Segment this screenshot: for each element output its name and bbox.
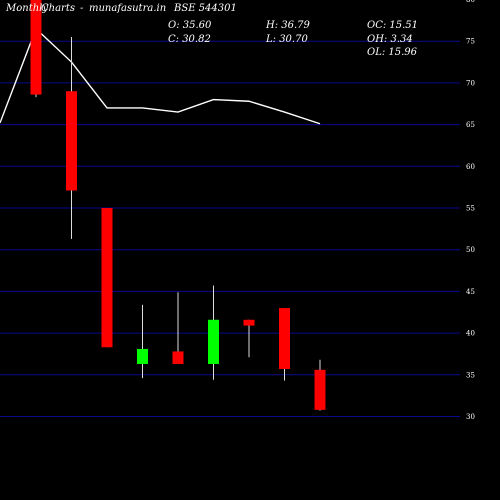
- y-tick-label-50: 50: [466, 246, 475, 254]
- low-value: L: 30.70: [266, 34, 308, 45]
- candle-2: [66, 37, 77, 239]
- oh-value: OH: 3.34: [367, 34, 413, 45]
- candle-4: [137, 304, 148, 379]
- grid-layer: [0, 40, 460, 417]
- candle-5: [172, 292, 184, 364]
- y-tick-label-60: 60: [466, 163, 475, 171]
- y-tick-label-65: 65: [466, 121, 475, 129]
- symbol-label: BSE 544301: [174, 3, 237, 14]
- oc-value: OC: 15.51: [367, 20, 419, 31]
- y-tick-label-35: 35: [466, 371, 475, 379]
- candle-layer: [30, 0, 326, 411]
- candle-body-9: [314, 369, 326, 410]
- candle-body-8: [279, 308, 290, 369]
- candle-8: [279, 308, 290, 381]
- chart-period-label: Monthly: [6, 3, 49, 14]
- average-line: [0, 27, 321, 125]
- y-tick-label-30: 30: [466, 413, 475, 421]
- y-tick-label-75: 75: [466, 38, 475, 46]
- candle-body-5: [172, 351, 184, 364]
- y-tick-label-45: 45: [466, 288, 475, 296]
- header-separator: -: [80, 3, 84, 14]
- ol-value: OL: 15.96: [367, 47, 418, 58]
- candle-body-4: [137, 348, 148, 364]
- y-tick-label-80: 80: [466, 0, 475, 4]
- tick-layer: 30 35 40 45 50 55 60 65 70 75 80: [466, 0, 475, 421]
- y-tick-label-40: 40: [466, 330, 475, 338]
- candle-body-1: [30, 0, 42, 95]
- candle-body-7: [243, 319, 255, 326]
- candle-body-6: [208, 319, 219, 364]
- y-tick-label-55: 55: [466, 205, 475, 213]
- candle-3: [101, 208, 113, 348]
- candle-7: [243, 319, 255, 358]
- candle-body-2: [66, 91, 77, 191]
- y-tick-label-70: 70: [466, 79, 475, 87]
- candle-9: [314, 359, 326, 411]
- chart-type-label: Charts: [41, 3, 75, 14]
- candle-6: [208, 285, 219, 380]
- close-value: C: 30.82: [168, 34, 211, 45]
- candle-body-3: [101, 208, 113, 348]
- candle-1: [30, 0, 42, 98]
- site-name: munafasutra.in: [89, 3, 167, 14]
- open-value: O: 35.60: [168, 20, 212, 31]
- high-value: H: 36.79: [266, 20, 310, 31]
- line-layer: [0, 27, 321, 125]
